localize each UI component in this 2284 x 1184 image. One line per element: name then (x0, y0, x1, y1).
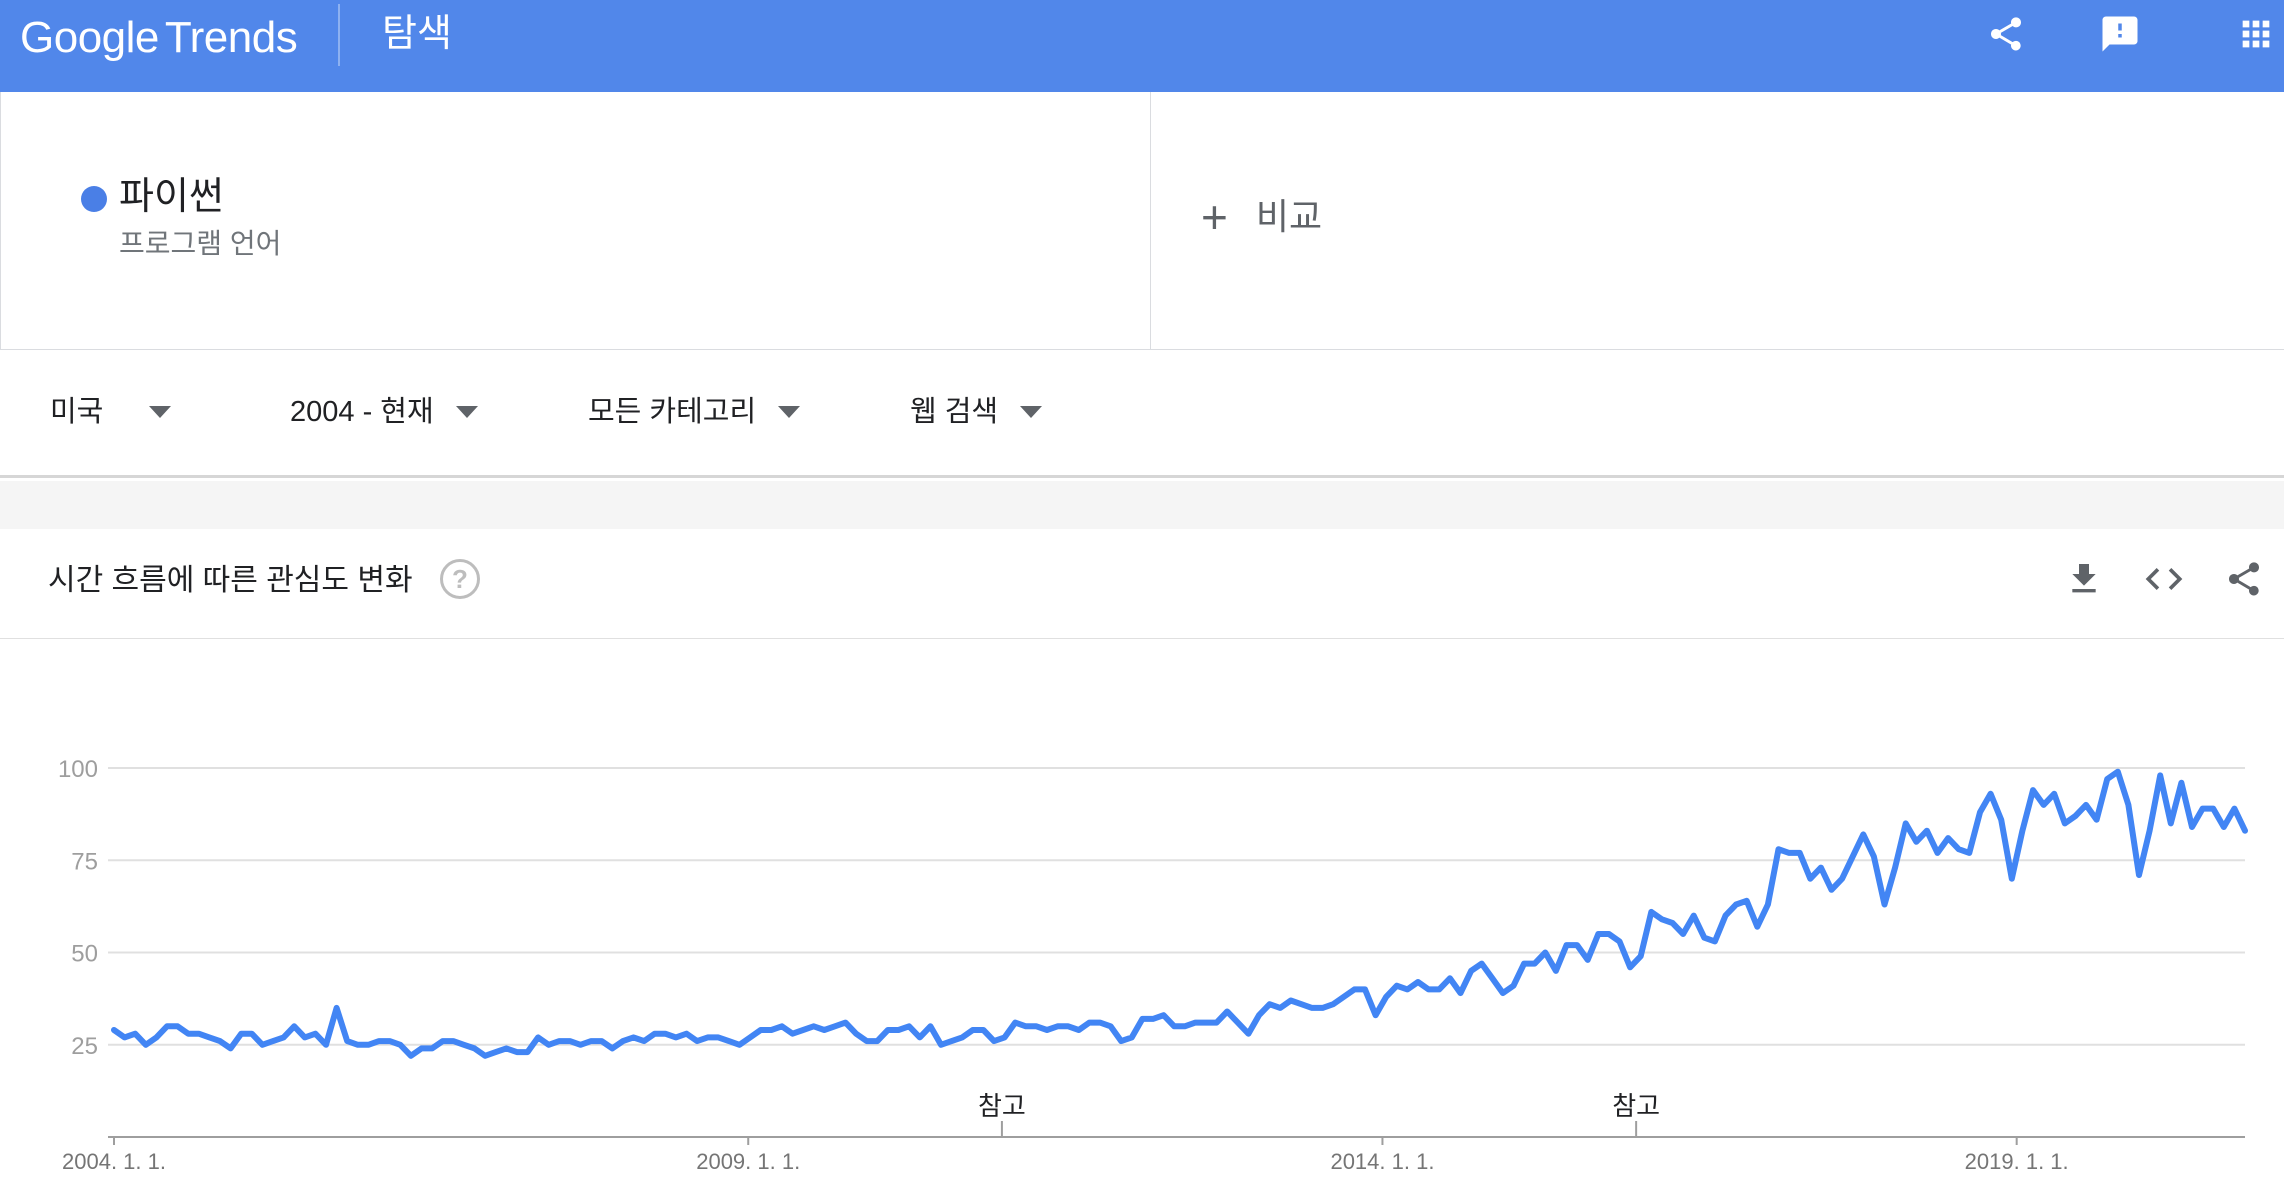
category-dropdown[interactable]: 모든 카테고리 (588, 392, 801, 432)
chart-grid (108, 767, 2245, 1046)
search-term-panel: 파이썬 프로그램 언어 + 비교 (0, 92, 2284, 350)
filter-bar: 미국 2004 - 현재 모든 카테고리 웹 검색 (0, 350, 2284, 478)
chevron-down-icon (149, 406, 172, 418)
chart-title: 시간 흐름에 따른 관심도 변화 (48, 564, 413, 597)
term-type: 프로그램 언어 (119, 228, 282, 259)
embed-icon[interactable] (2142, 557, 2186, 601)
category-value: 모든 카테고리 (588, 396, 757, 428)
chevron-down-icon (778, 406, 801, 418)
x-tick-label: 2004. 1. 1. (62, 1149, 166, 1174)
chart-header: 시간 흐름에 따른 관심도 변화 ? (0, 529, 2284, 639)
region-dropdown[interactable]: 미국 (50, 392, 172, 432)
time-range-dropdown[interactable]: 2004 - 현재 (290, 392, 478, 432)
term-color-dot (81, 186, 107, 212)
chart-annotations: 참고 참고 (978, 1091, 1660, 1137)
search-term-card[interactable]: 파이썬 프로그램 언어 (1, 92, 1151, 350)
help-icon[interactable]: ? (440, 559, 480, 599)
region-value: 미국 (50, 396, 104, 428)
share-icon[interactable] (1982, 10, 2030, 58)
chevron-down-icon (1020, 406, 1043, 418)
y-tick-label: 100 (58, 756, 98, 783)
x-axis: 2004. 1. 1. 2009. 1. 1. 2014. 1. 1. 2019. 1… (62, 1136, 2245, 1174)
share-icon[interactable] (2222, 557, 2266, 601)
header-divider (338, 4, 340, 66)
top-app-bar: Google Trends 탐색 (0, 0, 2284, 92)
time-range-value: 2004 - 현재 (290, 396, 434, 428)
apps-icon[interactable] (2232, 10, 2280, 58)
x-tick-label: 2019. 1. 1. (1965, 1149, 2069, 1174)
page-title: 탐색 (382, 13, 452, 55)
y-tick-label: 25 (71, 1033, 98, 1060)
annotation-label[interactable]: 참고 (978, 1091, 1026, 1121)
chart-series (111, 768, 2248, 1059)
x-tick-label: 2009. 1. 1. (696, 1149, 800, 1174)
logo-google-text: Google (20, 13, 159, 62)
download-icon[interactable] (2062, 557, 2106, 601)
series-line[interactable] (111, 768, 2248, 1059)
term-name[interactable]: 파이썬 (119, 176, 224, 218)
y-tick-label: 50 (71, 941, 98, 968)
plus-icon: + (1201, 191, 1228, 243)
chevron-down-icon (455, 406, 478, 418)
google-trends-logo[interactable]: Google Trends (20, 8, 298, 68)
interest-line-chart: 25 50 75 100 2004. 1. 1. 2009. 1. 1. 2014. 1.… (58, 756, 2248, 1174)
search-type-value: 웹 검색 (910, 396, 999, 428)
compare-button[interactable]: + 비교 (1201, 194, 1322, 240)
y-tick-label: 75 (71, 848, 98, 875)
x-tick-label: 2014. 1. 1. (1330, 1149, 1434, 1174)
feedback-icon[interactable] (2096, 10, 2144, 58)
interest-over-time-card: 시간 흐름에 따른 관심도 변화 ? 25 50 75 100 2004. 1. 1.… (0, 529, 2284, 1184)
compare-label: 비교 (1255, 196, 1323, 237)
logo-trends-text: Trends (164, 13, 298, 62)
search-type-dropdown[interactable]: 웹 검색 (910, 392, 1043, 432)
y-axis-ticks: 25 50 75 100 (58, 756, 98, 1060)
section-separator (0, 481, 2284, 529)
annotation-label[interactable]: 참고 (1612, 1091, 1660, 1121)
